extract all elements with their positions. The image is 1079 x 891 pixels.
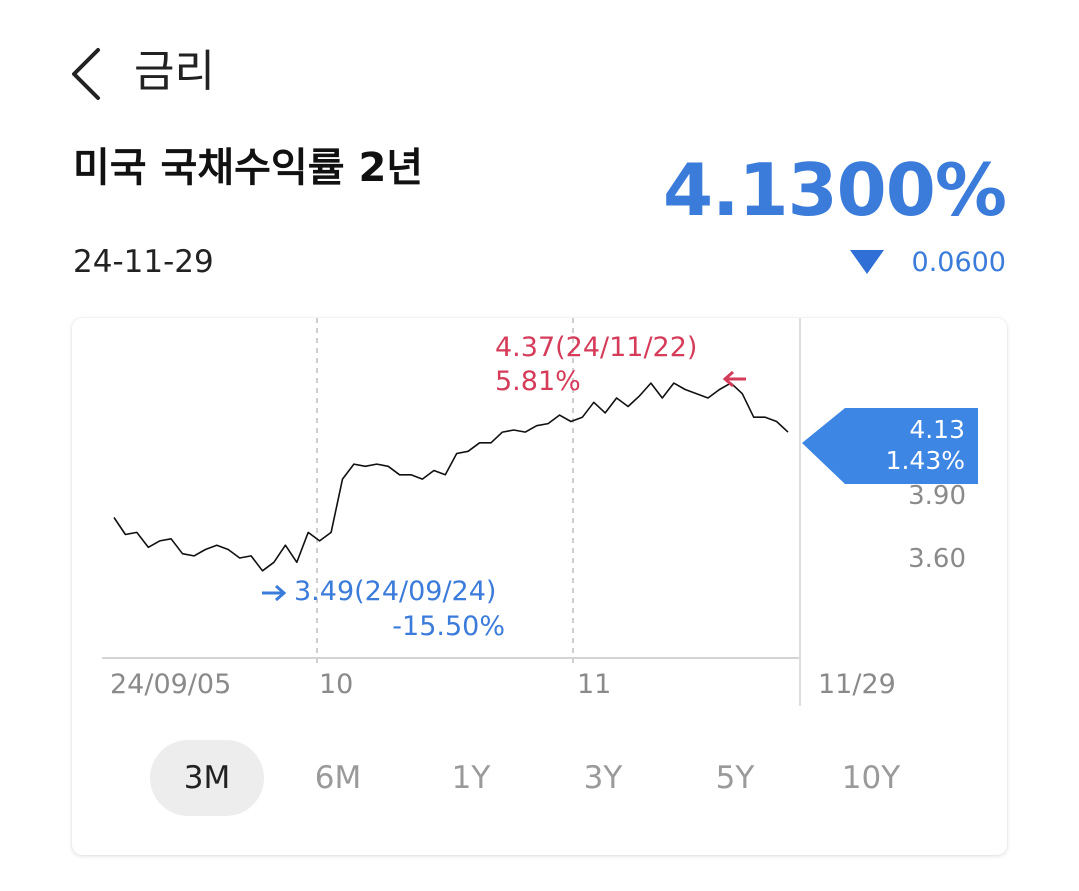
back-button[interactable] (64, 44, 114, 104)
range-tab-6m[interactable]: 6M (314, 760, 362, 796)
instrument-name: 미국 국채수익률 2년 (73, 145, 424, 191)
current-price-tag (802, 408, 978, 484)
range-tab-3y[interactable]: 3Y (583, 760, 623, 796)
low-pct: -15.50% (392, 611, 505, 642)
quote-date: 24-11-29 (73, 244, 214, 280)
chart-card: 24/09/05 10 11 11/29 3.90 3.60 4.37(24/1… (72, 318, 1007, 855)
page-heading: 금리 (134, 46, 215, 97)
x-tick-label: 10 (319, 669, 353, 700)
x-tick-label: 11/29 (818, 669, 896, 700)
range-tab-5y[interactable]: 5Y (715, 760, 755, 796)
app-header: 금리 (0, 0, 1079, 130)
current-pct: 1.43% (886, 446, 965, 475)
y-tick-label: 3.90 (908, 481, 966, 511)
triangle-down-icon (849, 250, 884, 274)
y-tick-label: 3.60 (908, 544, 966, 574)
high-label: 4.37(24/11/22) (495, 332, 697, 363)
range-tabs: 3M 6M 1Y 3Y 5Y 10Y (150, 738, 950, 818)
low-label: 3.49(24/09/24) (294, 576, 496, 607)
high-pct: 5.81% (495, 366, 581, 397)
price-chart: 24/09/05 10 11 11/29 3.90 3.60 4.37(24/1… (102, 318, 978, 706)
change-value: 0.0600 (911, 246, 1006, 278)
x-tick-label: 11 (577, 669, 611, 700)
x-tick-label: 24/09/05 (110, 669, 231, 700)
price-change: 0.0600 (849, 242, 1006, 282)
range-tab-10y[interactable]: 10Y (841, 760, 901, 796)
range-tab-3m[interactable]: 3M (150, 740, 264, 816)
current-price: 4.1300% (663, 148, 1007, 232)
range-tab-1y[interactable]: 1Y (451, 760, 491, 796)
current-value: 4.13 (909, 415, 965, 444)
arrow-right-icon (262, 584, 287, 602)
chevron-left-icon (72, 48, 100, 100)
series-line (113, 382, 789, 572)
arrow-left-icon (722, 370, 746, 388)
